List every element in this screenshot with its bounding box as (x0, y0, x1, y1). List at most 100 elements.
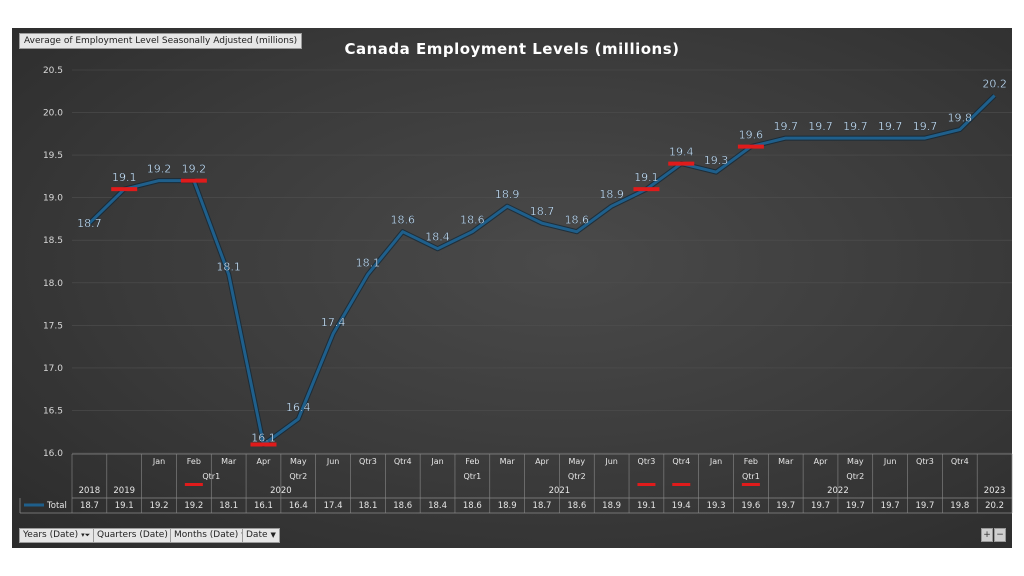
data-label: 18.6 (460, 214, 485, 227)
series-line-layer (87, 93, 997, 447)
table-value-cell: 19.1 (115, 501, 134, 511)
data-label: 19.7 (913, 120, 938, 133)
x-year-label: 2022 (827, 486, 849, 496)
gridlines (72, 69, 1012, 454)
y-tick-label: 16.0 (43, 449, 63, 459)
highlight-marker (111, 187, 138, 192)
chart-title: Canada Employment Levels (millions) (344, 40, 680, 58)
table-value-cell: 17.4 (324, 501, 343, 511)
dropdown-arrow-icon: ▼ (270, 531, 276, 539)
x-quarter-label: Qtr1 (742, 472, 760, 481)
x-category-label: Feb (744, 457, 758, 466)
table-value-cell: 19.7 (811, 501, 830, 511)
value-field-button[interactable]: Average of Employment Level Seasonally A… (19, 33, 303, 49)
table-value-cell: 18.6 (393, 501, 412, 511)
highlight-marker (250, 442, 277, 447)
months-filter-button[interactable]: Months (Date)▼ (170, 528, 251, 543)
x-category-label: Apr (814, 457, 829, 466)
date-filter-button[interactable]: Date ▼ (242, 528, 280, 543)
x-year-label: 2018 (79, 486, 101, 496)
x-category-label: Feb (465, 457, 479, 466)
table-value-cell: 19.1 (637, 501, 656, 511)
table-value-cell: 18.4 (428, 501, 447, 511)
x-axis-labels: 2018 2019 Jan Feb Mar Apr May Jun Qtr3 Qtr4 Jan Feb… (19, 453, 1013, 514)
x-category-label: May (569, 457, 586, 466)
x-category-label: Jan (709, 457, 722, 466)
x-category-label: Qtr3 (916, 457, 934, 466)
data-label: 19.4 (669, 146, 694, 159)
data-label: 18.7 (77, 217, 102, 230)
highlight-marker (180, 178, 207, 183)
x-category-label: Jun (604, 457, 618, 466)
x-category-label: Qtr4 (672, 457, 690, 466)
table-value-cell: 19.8 (950, 501, 969, 511)
x-category-label: Qtr3 (638, 457, 656, 466)
table-value-cell: 19.2 (184, 501, 203, 511)
data-label: 18.7 (530, 205, 555, 218)
y-tick-label: 19.5 (43, 151, 63, 161)
data-label: 19.7 (843, 120, 868, 133)
x-category-label: Qtr4 (394, 457, 412, 466)
y-tick-label: 19.0 (43, 194, 63, 204)
y-axis-tick-labels: 20.5 20.0 19.5 19.0 18.5 18.0 17.5 17.0 16.5 16.0 (43, 66, 63, 459)
data-label: 19.8 (948, 112, 973, 125)
data-label: 19.3 (704, 154, 729, 167)
table-value-cell: 19.7 (915, 501, 934, 511)
data-label: 18.1 (356, 256, 381, 269)
data-label: 18.6 (390, 214, 415, 227)
x-quarter-label: Qtr1 (463, 472, 481, 481)
date-filter-label: Date (246, 530, 268, 540)
table-value-cell: 16.1 (254, 501, 273, 511)
x-category-label: Jan (430, 457, 443, 466)
quarters-filter-button[interactable]: Quarters (Date)▼ (93, 528, 181, 543)
x-category-label: Mar (778, 457, 794, 466)
table-value-cell: 19.7 (776, 501, 795, 511)
axis-highlight-marker (741, 483, 760, 486)
table-value-cell: 18.7 (80, 501, 99, 511)
x-category-label: May (847, 457, 864, 466)
table-value-cell: 20.2 (985, 501, 1004, 511)
data-label: 19.7 (773, 120, 798, 133)
data-label: 18.4 (425, 231, 450, 244)
axis-highlight-marker (672, 483, 691, 486)
x-category-label: Jun (883, 457, 897, 466)
highlight-marker (633, 187, 660, 192)
y-tick-label: 17.0 (43, 364, 63, 374)
table-value-cell: 19.4 (672, 501, 691, 511)
x-category-label: Qtr4 (951, 457, 969, 466)
collapse-button[interactable]: − (994, 528, 1006, 542)
table-value-cell: 19.7 (846, 501, 865, 511)
axis-highlight-marker (637, 483, 656, 486)
y-tick-label: 18.5 (43, 236, 63, 246)
data-label: 19.6 (739, 129, 764, 142)
y-tick-label: 16.5 (43, 406, 63, 416)
filter-funnel-icon: ▾⏷ (81, 531, 91, 539)
data-label: 17.4 (321, 316, 346, 329)
x-quarter-label: Qtr2 (846, 472, 864, 481)
x-category-label: Apr (257, 457, 272, 466)
x-category-label: Qtr3 (359, 457, 377, 466)
data-label: 19.2 (147, 163, 172, 176)
x-category-label: May (290, 457, 307, 466)
expand-button[interactable]: + (981, 528, 993, 542)
years-filter-label: Years (Date) (23, 530, 79, 540)
chart-area (12, 28, 1012, 548)
x-category-label: Feb (187, 457, 201, 466)
series-line (88, 94, 996, 446)
y-tick-label: 17.5 (43, 321, 63, 331)
data-label: 16.1 (251, 431, 276, 444)
y-tick-label: 20.0 (43, 109, 63, 119)
table-value-cell: 19.6 (741, 501, 760, 511)
data-label: 16.4 (286, 401, 311, 414)
data-label: 18.9 (599, 188, 624, 201)
data-label: 20.2 (982, 78, 1007, 91)
years-filter-button[interactable]: Years (Date) ▾⏷ (19, 528, 95, 543)
table-value-cell: 19.3 (707, 501, 726, 511)
months-filter-label: Months (Date) (174, 530, 239, 540)
y-tick-label: 18.0 (43, 279, 63, 289)
table-value-cell: 19.2 (150, 501, 169, 511)
data-label: 19.7 (808, 120, 833, 133)
x-category-label: Mar (221, 457, 237, 466)
data-label: 19.1 (634, 171, 659, 184)
